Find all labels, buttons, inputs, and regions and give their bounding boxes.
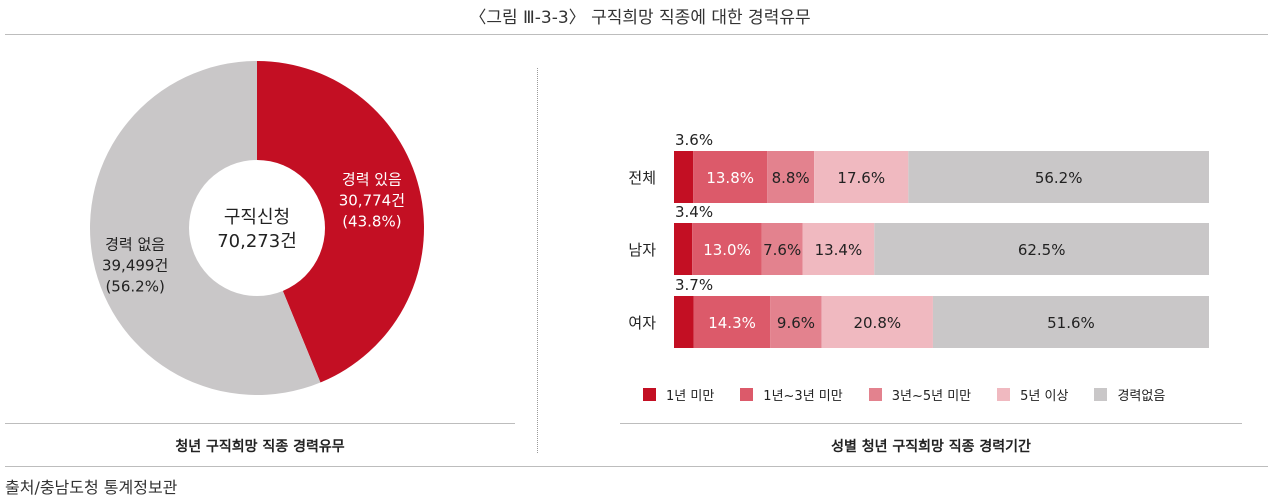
bar-data-label: 51.6% xyxy=(1047,314,1095,332)
bar-segment xyxy=(767,151,815,203)
bar-segment xyxy=(770,296,822,348)
bar-segment xyxy=(908,151,1209,203)
legend-item: 1년~3년 미만 xyxy=(740,385,843,404)
legend-swatch xyxy=(740,388,754,401)
bar-data-label: 7.6% xyxy=(763,241,801,259)
legend-swatch xyxy=(1094,388,1108,401)
stacked-bar-chart: 전체 3.6% 13.8% 8.8% 17.6% 56.2% 남자 3.4% 13.0% 7.6%… xyxy=(628,131,1209,348)
pie-slice-label: 39,499건 xyxy=(102,257,168,275)
bar-segment xyxy=(814,151,909,203)
bar-category-label: 남자 xyxy=(628,241,656,259)
pie-caption: 청년 구직희망 직종 경력유무 xyxy=(175,439,345,455)
legend-label: 경력없음 xyxy=(1117,389,1166,404)
legend-swatch xyxy=(868,388,882,401)
bar-data-label: 9.6% xyxy=(777,314,815,332)
left-caption-rule xyxy=(5,423,515,424)
pie-center-label: 구직신청 xyxy=(224,207,290,228)
bar-segment xyxy=(693,151,768,203)
legend-label: 1년 미만 xyxy=(666,389,715,404)
pie-center-hole xyxy=(189,160,325,296)
bar-category-label: 여자 xyxy=(628,314,656,332)
pie-slice-0 xyxy=(257,61,425,383)
pie-center-label: 70,273건 xyxy=(217,231,297,252)
bar-data-label: 14.3% xyxy=(708,314,756,332)
bar-data-label: 13.8% xyxy=(706,169,754,187)
bar-segment xyxy=(674,296,694,348)
bar-data-label: 3.4% xyxy=(675,203,713,221)
bar-data-label: 62.5% xyxy=(1018,241,1066,259)
legend-item: 경력없음 xyxy=(1094,385,1165,404)
bar-data-label: 13.0% xyxy=(703,241,751,259)
legend-label: 5년 이상 xyxy=(1020,389,1069,404)
pie-slice-label: 30,774건 xyxy=(339,191,405,209)
bar-segment xyxy=(674,151,694,203)
legend-label: 1년~3년 미만 xyxy=(763,389,843,404)
panel-divider xyxy=(537,68,538,453)
bar-segment xyxy=(692,223,762,275)
bar-segment xyxy=(874,223,1209,275)
legend-label: 3년~5년 미만 xyxy=(891,389,972,404)
bar-data-label: 8.8% xyxy=(772,169,810,187)
bar-caption: 성별 청년 구직희망 직종 경력기간 xyxy=(831,439,1031,455)
bar-segment xyxy=(802,223,875,275)
bar-data-label: 13.4% xyxy=(815,241,863,259)
bar-segment xyxy=(693,296,771,348)
bar-data-label: 56.2% xyxy=(1035,169,1083,187)
bar-data-label: 17.6% xyxy=(837,169,885,187)
pie-chart: 경력 있음 30,774건 (43.8%) 경력 없음 39,499건 (56.2%) 구직… xyxy=(90,60,425,395)
legend-item: 1년 미만 xyxy=(643,385,714,404)
source-note: 출처/충남도청 통계정보관 xyxy=(5,478,178,497)
bar-segment xyxy=(821,296,933,348)
legend-swatch xyxy=(997,388,1011,401)
pie-slice-label: (43.8%) xyxy=(342,212,401,230)
bar-legend: 1년 미만 1년~3년 미만 3년~5년 미만 5년 이상 경력없음 xyxy=(643,385,1165,404)
title-rule xyxy=(5,34,1268,35)
bar-segment xyxy=(761,223,803,275)
bar-category-label: 전체 xyxy=(628,169,656,187)
legend-item: 3년~5년 미만 xyxy=(868,385,972,404)
pie-slice-label: 경력 있음 xyxy=(342,170,402,188)
bar-data-label: 3.6% xyxy=(675,131,713,149)
bar-data-label: 3.7% xyxy=(675,276,713,294)
legend-item: 5년 이상 xyxy=(997,385,1068,404)
bar-data-label: 20.8% xyxy=(853,314,901,332)
pie-slice-label: 경력 없음 xyxy=(105,236,165,254)
bar-segment xyxy=(674,223,693,275)
figure-title: 〈그림 Ⅲ-3-3〉 구직희망 직종에 대한 경력유무 xyxy=(469,8,811,28)
bar-segment xyxy=(932,296,1209,348)
legend-swatch xyxy=(643,388,656,401)
right-caption-rule xyxy=(620,423,1242,424)
pie-slice-label: (56.2%) xyxy=(105,278,164,296)
bottom-rule xyxy=(5,466,1268,467)
